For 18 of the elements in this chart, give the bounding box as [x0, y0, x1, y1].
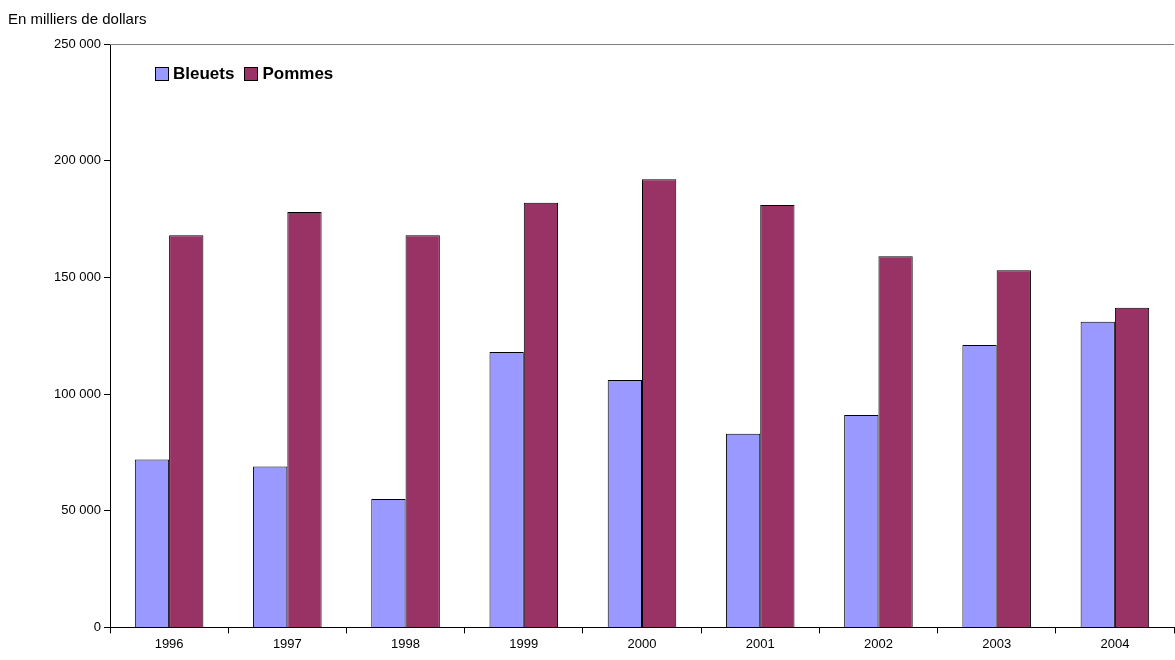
y-tick-label: 50 000: [61, 502, 101, 518]
legend-label: Bleuets: [173, 64, 235, 84]
y-tick-label: 0: [93, 618, 101, 634]
legend-label: Pommes: [262, 64, 334, 84]
x-tick-label: 1998: [391, 635, 421, 651]
x-tick-label: 2003: [982, 635, 1012, 651]
x-tick-label: 1996: [154, 635, 184, 651]
y-tick-label: 200 000: [54, 152, 101, 168]
x-tick-label: 2000: [627, 635, 657, 651]
x-tick-label: 2002: [863, 635, 893, 651]
x-tick-label: 2004: [1100, 635, 1130, 651]
y-tick-label: 150 000: [54, 268, 101, 284]
y-tick-label: 250 000: [54, 35, 101, 51]
y-axis-title: En milliers de dollars: [8, 10, 147, 27]
x-tick-label: 2001: [745, 635, 775, 651]
y-tick-label: 100 000: [54, 385, 101, 401]
x-tick-label: 1997: [272, 635, 302, 651]
x-tick-label: 1999: [509, 635, 539, 651]
